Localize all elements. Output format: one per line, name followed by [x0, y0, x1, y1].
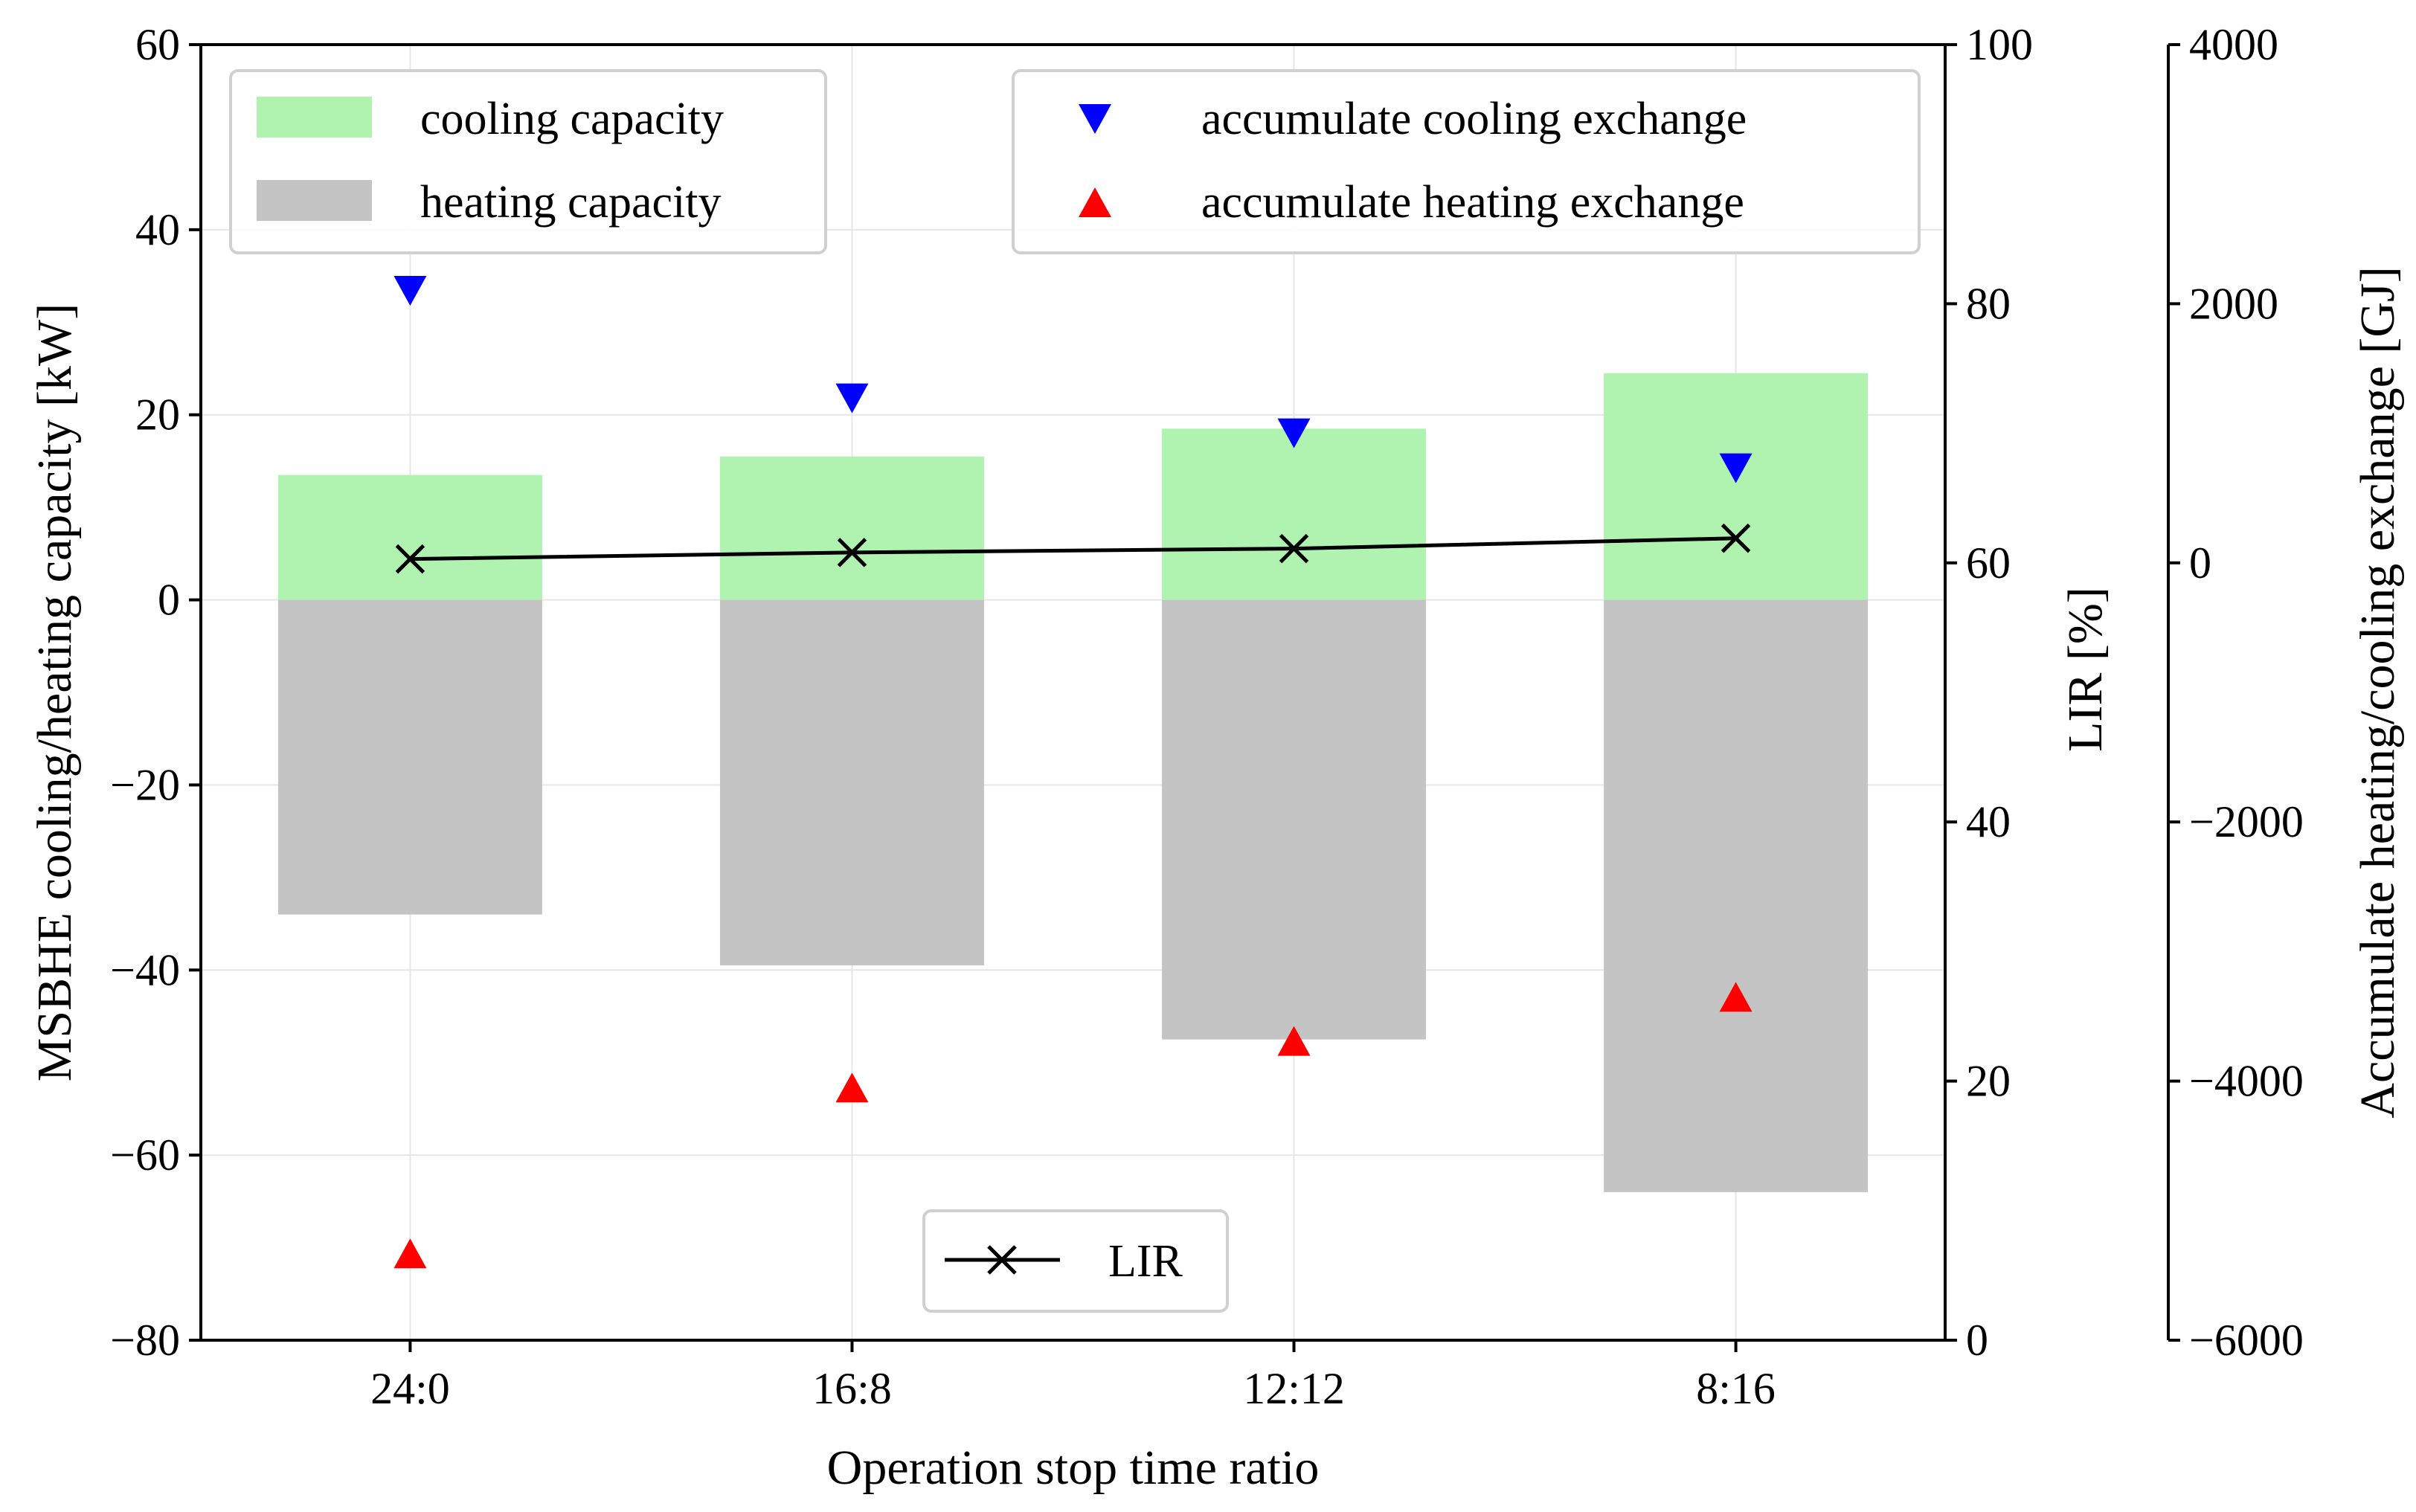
x-axis-title: Operation stop time ratio	[827, 1441, 1320, 1495]
lir-tick-label: 100	[1966, 20, 2033, 69]
cooling-exchange-point	[1719, 453, 1752, 483]
x-tick-label: 8:16	[1696, 1364, 1776, 1413]
lir-line	[410, 536, 1736, 562]
legend-label-cooling-exchange: accumulate cooling exchange	[1201, 94, 1747, 144]
heating-exchange-point	[1277, 1026, 1311, 1056]
x-tick-label: 16:8	[812, 1364, 892, 1413]
heating-exchange-point	[1719, 982, 1752, 1012]
marker-layer	[393, 275, 1752, 1269]
left-tick-label: 40	[135, 205, 180, 254]
exchange-tick-label: −6000	[2189, 1316, 2304, 1365]
lir-point	[1721, 523, 1751, 553]
legend-label-cooling-capacity: cooling capacity	[420, 94, 724, 144]
left-tick-label: 0	[158, 576, 180, 625]
heating-capacity-bar	[1604, 599, 1869, 1192]
legend-label-heating-capacity: heating capacity	[420, 177, 722, 228]
left-tick-label: −80	[110, 1316, 180, 1365]
lir-tick-label: 80	[1966, 279, 2011, 328]
heating-exchange-point	[393, 1238, 427, 1269]
lir-line-layer	[395, 523, 1751, 574]
exchange-tick-label: 2000	[2189, 279, 2278, 328]
left-axis-title: MSBHE cooling/heating capacity [kW]	[28, 303, 82, 1082]
legend-label-heating-exchange: accumulate heating exchange	[1201, 177, 1744, 228]
lir-tick-label: 60	[1966, 538, 2011, 588]
exchange-tick-label: −2000	[2189, 797, 2304, 846]
lir-point	[837, 538, 867, 567]
left-tick-label: −20	[110, 760, 180, 809]
exchange-tick-label: 4000	[2189, 20, 2278, 69]
left-tick-label: −60	[110, 1130, 180, 1180]
exchange-tick-label: 0	[2189, 538, 2211, 588]
plot-frame	[199, 43, 1947, 1342]
left-tick-label: 20	[135, 390, 180, 440]
lir-point	[395, 544, 425, 574]
bars-layer	[277, 373, 1869, 1192]
lir-tick-label: 40	[1966, 797, 2011, 846]
legend-capacity	[229, 69, 827, 254]
heating-capacity-bar	[277, 599, 542, 915]
lir-axis-title: LIR [%]	[2058, 587, 2113, 752]
heating-capacity-bar	[1162, 599, 1427, 1040]
legend-layer: cooling capacity heating capacity accumula…	[229, 69, 1921, 1313]
cooling-exchange-point	[835, 383, 869, 414]
x-tick-label: 24:0	[370, 1364, 450, 1413]
legend-lir	[922, 1209, 1229, 1313]
exchange-tick-label: −4000	[2189, 1057, 2304, 1106]
legend-swatch-cooling-capacity	[257, 97, 372, 138]
cooling-exchange-point	[393, 275, 427, 306]
heating-capacity-bar	[719, 599, 984, 966]
legend-label-lir: LIR	[1108, 1236, 1183, 1287]
cooling-capacity-bar	[277, 474, 542, 600]
lir-tick-label: 20	[1966, 1057, 2011, 1106]
axes-layer: 60 40 20 0 −20 −40 −60 −80 0 20 40 60 80 100 4000 2000 0…	[28, 20, 2405, 1495]
cooling-capacity-bar	[1604, 373, 1869, 600]
left-tick-label: −40	[110, 945, 180, 994]
cooling-exchange-point	[1277, 418, 1311, 448]
x-tick-label: 12:12	[1243, 1364, 1345, 1413]
cooling-capacity-bar	[1162, 428, 1427, 600]
legend-marker-cooling-exchange	[1079, 104, 1111, 134]
lir-point	[1279, 533, 1309, 564]
left-tick-label: 60	[135, 20, 180, 69]
exchange-axis-title: Accumulate heating/cooling exchange [GJ]	[2351, 266, 2405, 1118]
cooling-capacity-bar	[719, 456, 984, 600]
lir-tick-label: 0	[1966, 1316, 1988, 1365]
heating-exchange-point	[835, 1072, 869, 1103]
legend-swatch-heating-capacity	[257, 180, 372, 221]
legend-marker-heating-exchange	[1079, 187, 1111, 217]
legend-marker-lir	[987, 1245, 1017, 1275]
legend-exchange	[1012, 69, 1921, 254]
